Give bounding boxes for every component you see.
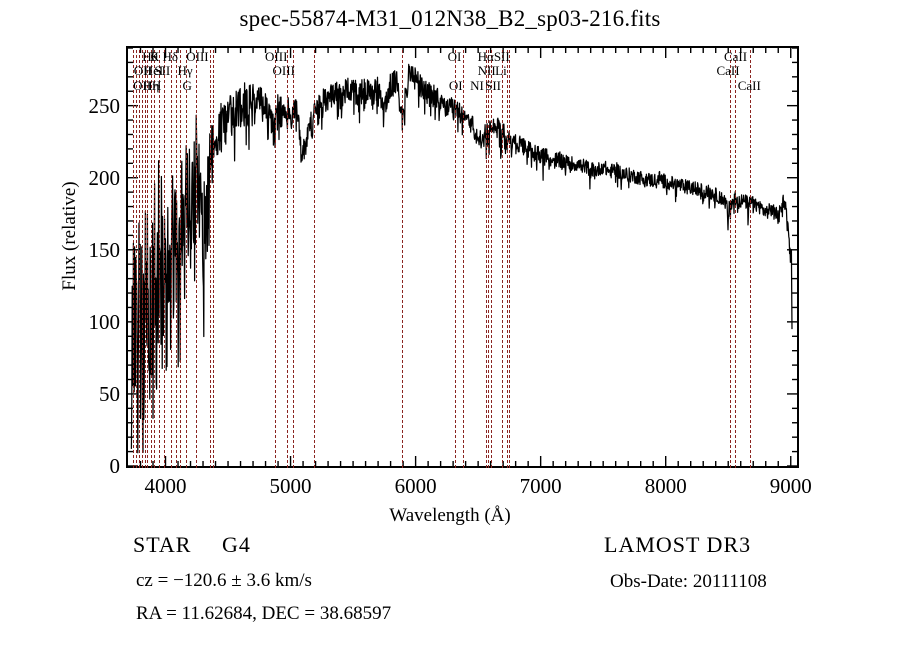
obs-date-label: Obs-Date: 20111108 — [610, 571, 767, 592]
x-tick-9000: 9000 — [769, 474, 812, 498]
redshift-velocity-label: cz = −120.6 ± 3.6 km/s — [136, 570, 312, 591]
spectrum-canvas — [128, 48, 797, 466]
line-marker-8662 — [750, 50, 752, 468]
line-label-OIII-3: OIII — [186, 49, 209, 64]
line-marker-6717 — [507, 50, 509, 468]
line-marker-4340 — [210, 50, 212, 468]
line-label-H-17: Hη — [143, 78, 160, 93]
line-marker-6731 — [509, 50, 511, 468]
line-marker-4861 — [275, 50, 277, 468]
y-tick-0: 0 — [109, 454, 121, 478]
line-label-CaII-23: CaII — [737, 78, 761, 93]
line-label-K-1: K — [150, 49, 160, 64]
x-tick-6000: 6000 — [394, 474, 437, 498]
line-marker-6583 — [490, 50, 492, 468]
line-label-HeI-9: HeI — [143, 63, 164, 78]
line-marker-4227 — [195, 50, 197, 468]
line-marker-4959 — [287, 50, 289, 468]
line-label-NI-21: NI — [470, 78, 484, 93]
x-tick-5000: 5000 — [269, 474, 312, 498]
line-label-OIII-12: OIII — [272, 63, 295, 78]
line-marker-3889 — [153, 50, 155, 468]
line-label-CaII-7: CaII — [723, 49, 748, 64]
line-marker-6364 — [463, 50, 465, 468]
x-tick-7000: 7000 — [519, 474, 562, 498]
line-label-OII-8: OII — [133, 63, 152, 78]
x-tick-8000: 8000 — [644, 474, 687, 498]
y-tick-100: 100 — [88, 309, 121, 334]
line-marker-4101 — [180, 50, 182, 468]
page-title: spec-55874-M31_012N38_B2_sp03-216.fits — [239, 6, 661, 31]
line-label-H-18: H — [151, 78, 162, 93]
y-tick-200: 200 — [88, 165, 121, 190]
y-tick-150: 150 — [88, 237, 121, 262]
line-marker-6548 — [486, 50, 488, 468]
line-marker-4026 — [170, 50, 172, 468]
y-axis-tick-labels: 0 50 100 150 200 250 — [52, 0, 121, 649]
line-marker-8542 — [735, 50, 737, 468]
y-axis-title: Flux (relative) — [59, 181, 80, 291]
line-label-OIII-4: OIII — [265, 49, 288, 64]
line-marker-5876 — [402, 50, 404, 468]
line-marker-3933 — [159, 50, 161, 468]
line-label-OII-16: OII — [133, 78, 152, 93]
line-label-H-11: Hγ — [177, 63, 193, 78]
line-label-CaII-15: CaII — [716, 63, 740, 78]
line-marker-4363 — [212, 50, 214, 468]
line-marker-3770 — [138, 50, 140, 468]
line-marker-4068 — [176, 50, 178, 468]
line-marker-3868 — [151, 50, 152, 468]
line-label-SII-22: SII — [485, 78, 502, 93]
line-label-H-2: Hδ — [162, 49, 179, 64]
line-label-Li-14: Li — [495, 63, 507, 78]
survey-label: LAMOST DR3 — [604, 532, 752, 557]
y-tick-250: 250 — [88, 93, 121, 118]
line-label-OI-5: OI — [447, 49, 462, 64]
line-marker-4144 — [185, 50, 187, 468]
line-label-NII-13: NII — [477, 63, 496, 78]
plot-frame: Hθ K Hδ OIII OIII OI HαSII CaII OII HeI SII Hγ OIII N… — [126, 46, 799, 468]
line-label-G-19: G — [182, 78, 192, 93]
line-label-SII-10: SII — [154, 63, 171, 78]
line-marker-3727 — [133, 50, 135, 468]
line-marker-3750 — [136, 50, 138, 468]
coordinates-label: RA = 11.62684, DEC = 38.68597 — [136, 603, 392, 624]
line-marker-3797 — [142, 50, 144, 468]
line-marker-3835 — [146, 50, 148, 468]
line-marker-6300 — [455, 50, 457, 468]
line-marker-5007 — [293, 50, 295, 468]
x-tick-4000: 4000 — [144, 474, 187, 498]
x-axis-title: Wavelength (Å) — [389, 505, 511, 526]
line-marker-6563 — [488, 50, 489, 468]
line-marker-3820 — [145, 50, 146, 468]
line-label-H-0: Hθ — [142, 49, 158, 64]
line-marker-3968 — [163, 50, 165, 468]
line-label-HSII-6: HαSII — [477, 49, 510, 64]
line-marker-6678 — [502, 50, 504, 468]
line-label-OI-20: OI — [448, 78, 463, 93]
line-marker-8498 — [729, 50, 731, 468]
object-type-label: STAR — [133, 532, 192, 557]
line-marker-5172 — [314, 50, 316, 468]
spectral-class-label: G4 — [222, 532, 251, 557]
y-tick-50: 50 — [99, 381, 120, 406]
